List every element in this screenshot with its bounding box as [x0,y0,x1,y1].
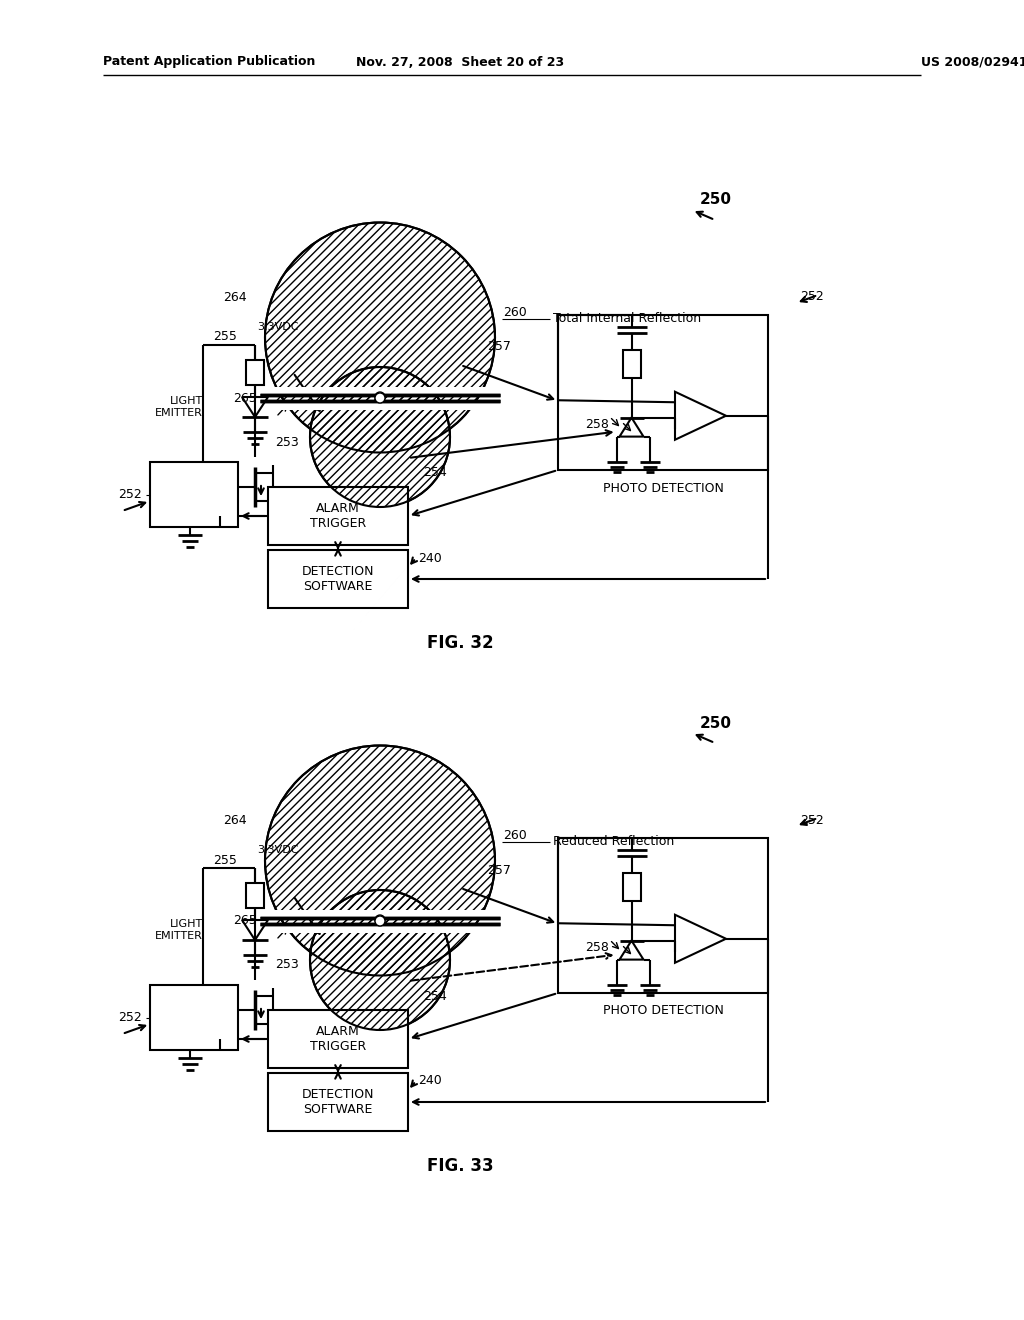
Text: 252: 252 [118,1011,142,1024]
Text: DETECTION
SOFTWARE: DETECTION SOFTWARE [302,565,374,593]
Circle shape [310,890,450,1030]
Text: 257: 257 [487,341,511,354]
Text: 264: 264 [223,813,247,826]
Bar [268,1073,408,1131]
Text: 264: 264 [223,290,247,304]
Text: FIG. 33: FIG. 33 [427,1158,494,1175]
Circle shape [375,915,385,925]
Bar [268,1010,408,1068]
Circle shape [375,916,385,927]
Text: US 2008/0294109 A1: US 2008/0294109 A1 [921,55,1024,69]
Bar [257,909,503,917]
Text: PHOTO DETECTION: PHOTO DETECTION [602,1005,723,1018]
Text: 265: 265 [233,392,257,404]
Text: Reduced Reflection: Reduced Reflection [553,836,674,847]
Bar [268,550,408,609]
Bar [150,462,238,527]
Text: LIGHT
EMITTER: LIGHT EMITTER [155,919,203,941]
Text: PHOTO DETECTION: PHOTO DETECTION [602,482,723,495]
Text: 250: 250 [700,715,732,730]
Text: 252: 252 [800,290,823,304]
Bar [623,350,640,378]
Text: ALARM
TRIGGER: ALARM TRIGGER [310,502,367,531]
Text: 258: 258 [586,941,609,954]
Text: DETECTION
SOFTWARE: DETECTION SOFTWARE [302,1088,374,1115]
Bar [257,925,503,933]
Text: 260: 260 [503,306,526,319]
Text: 258: 258 [586,418,609,432]
Bar [246,883,264,908]
Text: 265: 265 [233,915,257,928]
Text: 255: 255 [213,330,237,343]
Circle shape [265,746,495,975]
Text: 255: 255 [213,854,237,866]
Text: Patent Application Publication: Patent Application Publication [103,55,315,69]
Circle shape [265,223,495,453]
Text: 252: 252 [118,488,142,502]
Circle shape [375,392,385,403]
Text: 240: 240 [418,1074,441,1088]
Text: 3.3VDC: 3.3VDC [257,322,299,333]
Text: 252: 252 [800,813,823,826]
Bar [246,360,264,385]
Circle shape [375,393,385,403]
Text: 253: 253 [275,958,299,972]
Bar [257,403,503,411]
Bar [623,873,640,902]
Text: 253: 253 [275,436,299,449]
Bar [257,387,503,395]
Text: Total Internal Reflection: Total Internal Reflection [553,312,701,325]
Text: 257: 257 [487,863,511,876]
Text: 3.3VDC: 3.3VDC [257,845,299,855]
Text: 250: 250 [700,193,732,207]
Text: FIG. 32: FIG. 32 [427,634,494,652]
Bar [558,315,768,470]
Circle shape [310,367,450,507]
Text: 254: 254 [423,990,446,1002]
Text: LIGHT
EMITTER: LIGHT EMITTER [155,396,203,418]
Text: 260: 260 [503,829,526,842]
Text: 240: 240 [418,552,441,565]
Text: 254: 254 [423,466,446,479]
Text: ALARM
TRIGGER: ALARM TRIGGER [310,1026,367,1053]
Bar [268,487,408,545]
Bar [558,838,768,993]
Text: Nov. 27, 2008  Sheet 20 of 23: Nov. 27, 2008 Sheet 20 of 23 [356,55,564,69]
Bar [150,985,238,1049]
